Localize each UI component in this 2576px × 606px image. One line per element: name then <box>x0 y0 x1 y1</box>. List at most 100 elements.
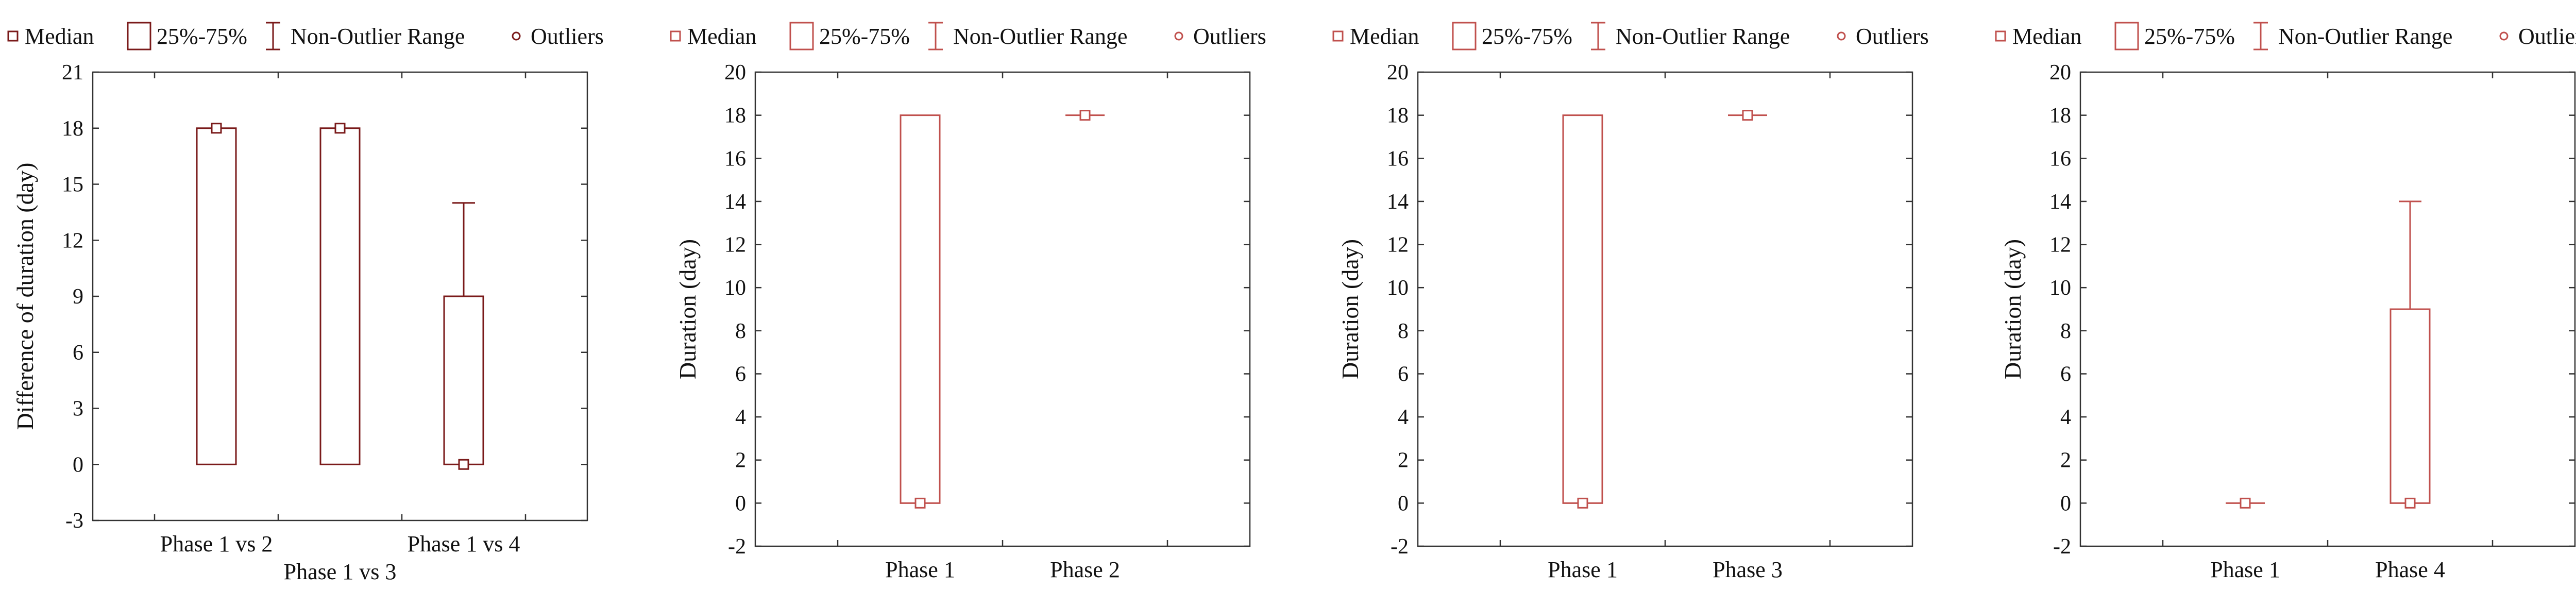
legend-outliers-label: Outliers <box>2518 24 2576 49</box>
legend: Median 25%-75% Non-Outlier Range Outliers <box>670 22 1266 50</box>
category-label: Phase 1 <box>2210 557 2280 582</box>
y-tick-label: 15 <box>62 173 83 197</box>
box-group <box>2226 497 2265 509</box>
y-tick-label: 18 <box>1387 104 1409 128</box>
y-tick-label: 2 <box>1398 449 1409 473</box>
box-group <box>2389 200 2431 509</box>
y-tick-label: 6 <box>735 362 746 386</box>
legend-range-label: Non-Outlier Range <box>2278 24 2452 49</box>
category-label: Phase 1 vs 2 <box>160 531 273 557</box>
box-group <box>196 123 237 465</box>
y-tick-label: 18 <box>62 117 83 141</box>
box-plot-phase-1-vs-3: Median 25%-75% Non-Outlier Range Outliers -2… <box>1332 22 1929 582</box>
legend-outliers-label: Outliers <box>1856 24 1929 49</box>
y-tick-label: 8 <box>2060 319 2071 343</box>
legend: Median 25%-75% Non-Outlier Range Outliers <box>7 22 604 50</box>
median-marker <box>914 497 926 509</box>
legend-box-label: 25%-75% <box>1482 24 1572 49</box>
y-tick-label: 12 <box>2049 233 2071 257</box>
legend-median-label: Median <box>25 24 94 49</box>
box-group <box>443 202 484 470</box>
y-tick-label: 16 <box>2049 147 2071 171</box>
median-marker <box>2404 497 2416 509</box>
category-label: Phase 4 <box>2375 557 2445 582</box>
y-tick-label: 18 <box>2049 104 2071 128</box>
y-tick-label: 20 <box>2049 61 2071 85</box>
y-tick-label: 2 <box>2060 449 2071 473</box>
plot-frame <box>1417 71 1913 547</box>
median-marker <box>1079 110 1091 121</box>
y-tick-label: 10 <box>1387 276 1409 300</box>
category-label: Phase 2 <box>1050 557 1120 582</box>
y-tick-label: 9 <box>73 285 83 309</box>
box-iqr <box>2389 308 2431 504</box>
plot-frame <box>754 71 1251 547</box>
legend-outliers-marker <box>2499 31 2509 41</box>
legend-median-label: Median <box>2012 24 2081 49</box>
box-plot-phase-1-vs-2: Median 25%-75% Non-Outlier Range Outliers -2… <box>670 22 1266 582</box>
box-group <box>1728 110 1767 121</box>
legend-median-marker <box>1332 30 1344 42</box>
legend-outliers-label: Outliers <box>531 24 604 49</box>
y-tick-label: 16 <box>724 147 746 171</box>
y-tick-label: 12 <box>724 233 746 257</box>
legend-box-marker <box>127 22 151 50</box>
legend: Median 25%-75% Non-Outlier Range Outliers <box>1332 22 1929 50</box>
category-label: Phase 3 <box>1713 557 1783 582</box>
median-marker <box>211 123 222 134</box>
category-label: Phase 1 <box>1548 557 1618 582</box>
legend-outliers-marker <box>1837 31 1846 41</box>
y-tick-label: 14 <box>1387 190 1409 214</box>
y-axis-title: Difference of duration (day) <box>12 163 38 430</box>
y-tick-label: 6 <box>1398 362 1409 386</box>
y-tick-label: 18 <box>724 104 746 128</box>
category-label: Phase 1 <box>885 557 955 582</box>
y-tick-label: -2 <box>1391 535 1409 559</box>
plot-frame <box>92 71 588 521</box>
y-axis-title: Duration (day) <box>1337 239 1363 379</box>
chart-panel-2: Median 25%-75% Non-Outlier Range Outliers -2… <box>663 0 1318 606</box>
y-tick-label: 21 <box>62 61 83 85</box>
legend-range-label: Non-Outlier Range <box>953 24 1127 49</box>
legend-median-label: Median <box>687 24 756 49</box>
y-tick-label: 0 <box>73 453 83 477</box>
y-tick-label: 0 <box>1398 492 1409 515</box>
y-tick-label: -2 <box>2053 535 2071 559</box>
box-iqr <box>900 114 941 504</box>
y-tick-label: 10 <box>724 276 746 300</box>
y-tick-label: 2 <box>735 449 746 473</box>
y-tick-label: 4 <box>1398 406 1409 429</box>
legend-box-label: 25%-75% <box>819 24 910 49</box>
y-tick-label: 4 <box>735 406 746 429</box>
median-marker <box>1577 497 1588 509</box>
legend-box-label: 25%-75% <box>2144 24 2235 49</box>
y-tick-label: 20 <box>724 61 746 85</box>
median-marker <box>334 123 346 134</box>
y-tick-label: 6 <box>73 341 83 365</box>
legend-median-label: Median <box>1350 24 1419 49</box>
y-tick-label: 16 <box>1387 147 1409 171</box>
legend-range-label: Non-Outlier Range <box>1616 24 1790 49</box>
y-axis-title: Duration (day) <box>1999 239 2026 379</box>
y-tick-label: 6 <box>2060 362 2071 386</box>
legend-outliers-marker <box>512 31 521 41</box>
chart-panel-4: Median 25%-75% Non-Outlier Range Outliers -2… <box>1988 0 2576 606</box>
median-marker <box>2240 497 2251 509</box>
y-tick-label: 12 <box>1387 233 1409 257</box>
legend-outliers-marker <box>1174 31 1183 41</box>
legend-median-marker <box>670 30 681 42</box>
median-marker <box>458 459 469 470</box>
category-label: Phase 1 vs 4 <box>408 531 520 557</box>
y-tick-label: 20 <box>1387 61 1409 85</box>
box-iqr <box>319 127 361 465</box>
y-tick-label: 12 <box>62 229 83 252</box>
y-tick-label: 8 <box>1398 319 1409 343</box>
y-tick-label: 14 <box>724 190 746 214</box>
y-tick-label: 14 <box>2049 190 2071 214</box>
box-iqr <box>443 295 484 465</box>
category-label: Phase 1 vs 3 <box>284 559 397 584</box>
median-marker <box>1742 110 1753 121</box>
box-group <box>1065 110 1105 121</box>
y-tick-label: -2 <box>728 535 746 559</box>
box-iqr <box>196 127 237 465</box>
